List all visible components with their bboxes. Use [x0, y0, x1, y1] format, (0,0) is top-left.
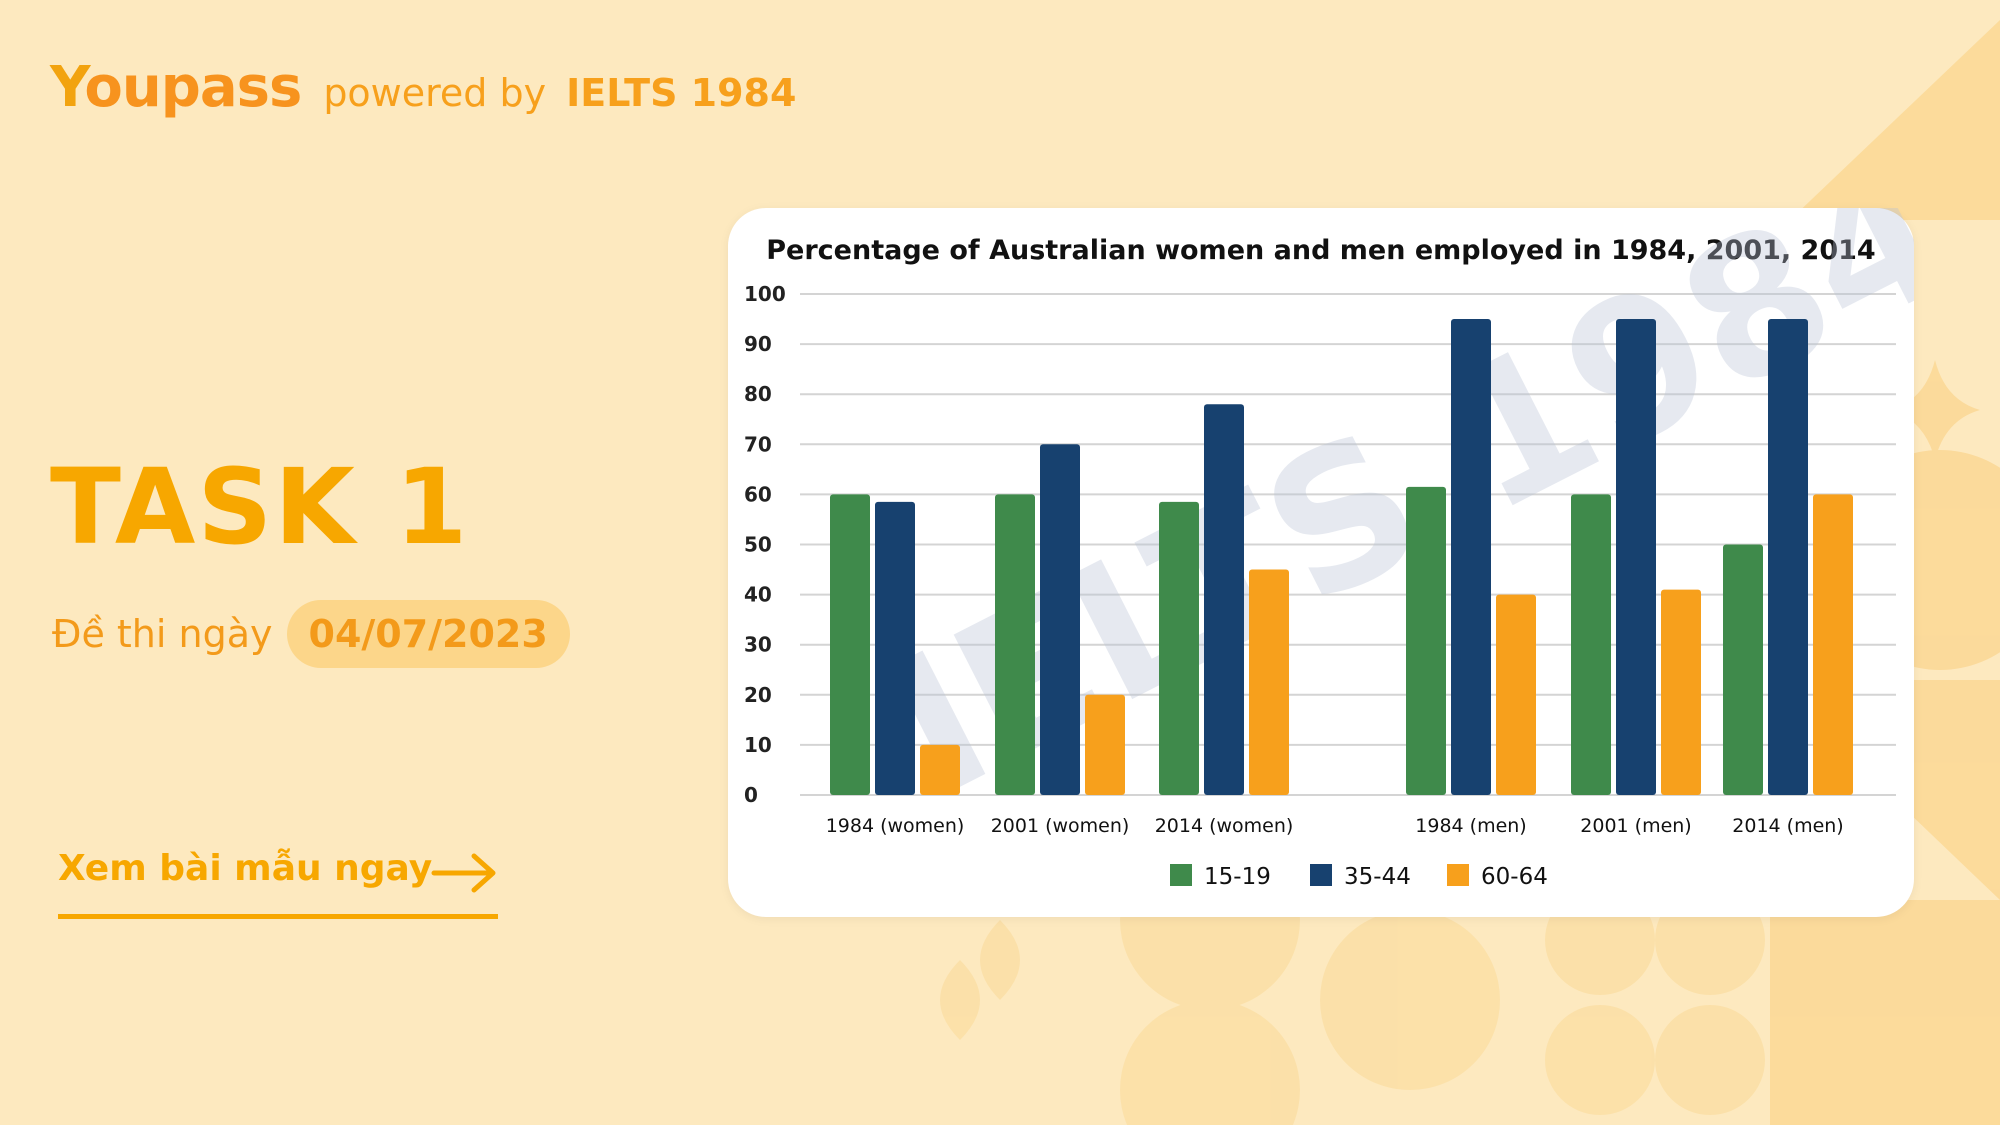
bar [875, 501, 915, 795]
legend-swatch [1310, 864, 1332, 886]
chart-title: Percentage of Australian women and men e… [766, 235, 1875, 266]
y-tick-label: 40 [744, 583, 772, 607]
logo-initial: Y [50, 55, 85, 120]
bar [1159, 501, 1199, 795]
legend-label: 60-64 [1481, 864, 1548, 890]
y-tick-label: 90 [744, 332, 772, 356]
bar [1768, 319, 1808, 795]
y-tick-label: 10 [744, 733, 772, 757]
legend-label: 35-44 [1344, 864, 1411, 890]
bar [1616, 319, 1656, 795]
logo-rest: oupass [84, 55, 302, 120]
bar [1249, 569, 1289, 795]
view-sample-link[interactable]: Xem bài mẫu ngay [58, 840, 498, 919]
bar [1496, 594, 1536, 795]
x-tick-label: 1984 (men) [1415, 815, 1526, 837]
y-tick-label: 80 [744, 382, 772, 406]
y-tick-label: 20 [744, 683, 772, 707]
x-tick-label: 1984 (women) [826, 815, 965, 837]
bar [920, 744, 960, 795]
legend-swatch [1447, 864, 1469, 886]
exam-date-row: Đề thi ngày 04/07/2023 [52, 600, 570, 668]
arrow-right-icon [431, 853, 496, 893]
bar [1813, 494, 1853, 795]
youpass-logo: Youpass powered by IELTS 1984 [50, 55, 796, 145]
exam-date-badge: 04/07/2023 [286, 600, 570, 668]
x-tick-label: 2014 (men) [1732, 815, 1843, 837]
legend-label: 15-19 [1204, 864, 1271, 890]
x-tick-label: 2001 (women) [991, 815, 1130, 837]
chart-card: Percentage of Australian women and men e… [728, 208, 1914, 917]
y-tick-label: 0 [744, 783, 758, 807]
y-tick-label: 50 [744, 533, 772, 557]
bar [1571, 494, 1611, 795]
bar [1085, 694, 1125, 795]
bar [995, 494, 1035, 795]
x-tick-label: 2014 (women) [1155, 815, 1294, 837]
x-tick-label: 2001 (men) [1580, 815, 1691, 837]
logo-wordmark: Youpass [50, 55, 302, 120]
view-sample-label: Xem bài mẫu ngay [58, 848, 433, 889]
bar [1723, 544, 1763, 795]
task-title: TASK 1 [50, 446, 470, 568]
bar [1204, 404, 1244, 795]
bar [830, 494, 870, 795]
bar [1661, 589, 1701, 795]
bar [1451, 319, 1491, 795]
powered-by-label: powered by [323, 71, 547, 115]
brand-name: IELTS 1984 [566, 71, 797, 115]
y-tick-label: 100 [744, 282, 786, 306]
y-tick-label: 70 [744, 432, 772, 456]
exam-date-label: Đề thi ngày [52, 612, 273, 656]
bar-chart: Percentage of Australian women and men e… [744, 208, 1914, 890]
y-tick-label: 60 [744, 482, 772, 506]
bar [1040, 444, 1080, 795]
y-tick-label: 30 [744, 633, 772, 657]
bar [1406, 486, 1446, 795]
legend-swatch [1170, 864, 1192, 886]
